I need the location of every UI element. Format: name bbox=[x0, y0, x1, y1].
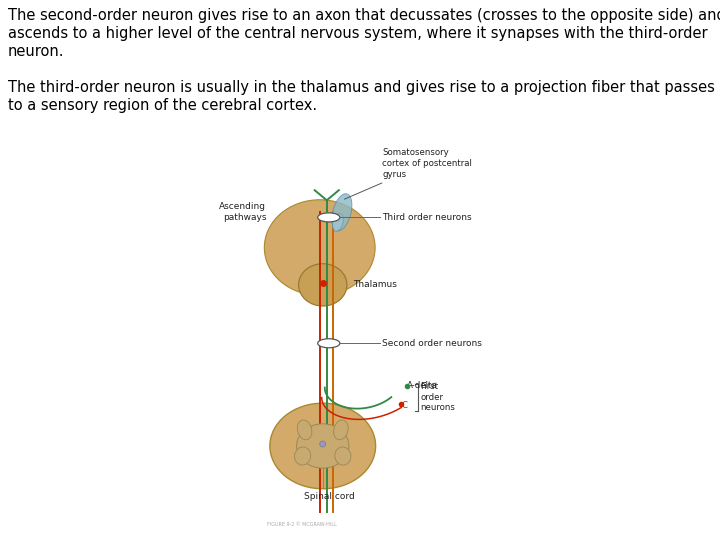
Ellipse shape bbox=[320, 441, 325, 447]
Ellipse shape bbox=[333, 420, 348, 440]
Text: ascends to a higher level of the central nervous system, where it synapses with : ascends to a higher level of the central… bbox=[8, 26, 708, 41]
Text: Ascending
pathways: Ascending pathways bbox=[220, 202, 266, 222]
Text: neuron.: neuron. bbox=[8, 44, 65, 59]
Ellipse shape bbox=[335, 447, 351, 465]
Ellipse shape bbox=[297, 420, 312, 440]
Text: Third order neurons: Third order neurons bbox=[382, 213, 472, 222]
Ellipse shape bbox=[333, 214, 343, 231]
Text: FIGURE 9-2 © MCGRAW-HILL: FIGURE 9-2 © MCGRAW-HILL bbox=[267, 522, 337, 526]
Ellipse shape bbox=[299, 264, 347, 306]
Ellipse shape bbox=[318, 213, 340, 222]
Text: A-delta: A-delta bbox=[408, 381, 438, 390]
Text: to a sensory region of the cerebral cortex.: to a sensory region of the cerebral cort… bbox=[8, 98, 317, 113]
Text: Thalamus: Thalamus bbox=[353, 280, 397, 289]
Text: C: C bbox=[401, 401, 408, 410]
Ellipse shape bbox=[294, 447, 311, 465]
Text: Second order neurons: Second order neurons bbox=[382, 339, 482, 348]
Ellipse shape bbox=[264, 200, 375, 295]
Text: The third-order neuron is usually in the thalamus and gives rise to a projection: The third-order neuron is usually in the… bbox=[8, 80, 715, 95]
Ellipse shape bbox=[297, 424, 349, 468]
Text: First
order
neurons: First order neurons bbox=[420, 382, 455, 412]
Text: Spinal cord: Spinal cord bbox=[305, 492, 355, 501]
Text: The second-order neuron gives rise to an axon that decussates (crosses to the op: The second-order neuron gives rise to an… bbox=[8, 8, 720, 23]
Ellipse shape bbox=[332, 194, 352, 231]
Ellipse shape bbox=[270, 403, 376, 489]
Text: Somatosensory
cortex of postcentral
gyrus: Somatosensory cortex of postcentral gyru… bbox=[344, 148, 472, 199]
Ellipse shape bbox=[318, 339, 340, 348]
